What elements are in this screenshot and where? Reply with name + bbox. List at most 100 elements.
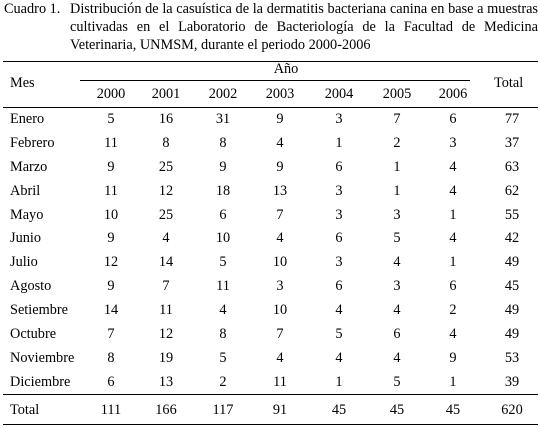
row-total: 42 [504, 230, 520, 247]
table-cell: 12 [103, 254, 119, 271]
grand-total: 620 [501, 402, 523, 418]
table-cell: 2 [393, 134, 401, 151]
table-row: Setiembre 14 11 4 10 4 4 2 49 [0, 302, 540, 326]
table-cell: 1 [449, 373, 457, 390]
year-header: 2000 [96, 86, 126, 102]
table-cell: 9 [107, 278, 115, 295]
table-cell: 9 [107, 230, 115, 247]
year-header: 2005 [382, 86, 412, 102]
row-total: 37 [504, 134, 520, 151]
table-cell: 3 [393, 206, 401, 223]
row-month: Setiembre [10, 302, 68, 319]
table-cell: 7 [276, 206, 284, 223]
table-cell: 3 [335, 254, 343, 271]
table-cell: 1 [335, 134, 343, 151]
table-cell: 14 [158, 254, 174, 271]
table-cell: 1 [335, 373, 343, 390]
row-total: 49 [504, 326, 520, 343]
table-cell: 3 [276, 278, 284, 295]
caption-text: Distribución de la casuística de la derm… [70, 1, 538, 53]
table-cell: 4 [335, 349, 343, 366]
table-cell: 4 [276, 230, 284, 247]
year-header: 2002 [208, 86, 238, 102]
table-cell: 3 [335, 206, 343, 223]
table-cell: 4 [449, 230, 457, 247]
table-cell: 2 [449, 302, 457, 319]
table-cell: 6 [335, 158, 343, 175]
table-cell: 1 [393, 158, 401, 175]
table-cell: 4 [393, 302, 401, 319]
header-total: Total [494, 75, 524, 91]
table-cell: 6 [449, 278, 457, 295]
table-row: Julio 12 14 5 10 3 4 1 49 [0, 254, 540, 278]
table-cell: 6 [335, 278, 343, 295]
table-cell: 5 [393, 230, 401, 247]
table-cell: 1 [449, 206, 457, 223]
table-row: Junio 9 4 10 4 6 5 4 42 [0, 230, 540, 254]
table-row: Octubre 7 12 8 7 5 6 4 49 [0, 326, 540, 350]
table-cell: 11 [104, 134, 118, 151]
header-anio: Año [273, 61, 299, 77]
table-cell: 8 [107, 349, 115, 366]
table-caption: Cuadro 1. Distribución de la casuística … [4, 0, 538, 54]
row-month: Enero [10, 111, 45, 127]
table-cell: 7 [393, 111, 401, 127]
table-row: Enero 5 16 31 9 3 7 6 77 [0, 111, 540, 135]
row-total: 53 [504, 349, 520, 366]
table-cell: 4 [219, 302, 227, 319]
total-cell: 45 [389, 402, 405, 418]
table-cell: 14 [103, 302, 119, 319]
row-month: Junio [10, 230, 41, 247]
row-total: 55 [504, 206, 520, 223]
row-month: Julio [10, 254, 38, 271]
row-total: 49 [504, 254, 520, 271]
table-cell: 9 [219, 158, 227, 175]
total-cell: 91 [272, 402, 288, 418]
table-cell: 5 [219, 254, 227, 271]
table-row: Diciembre 6 13 2 11 1 5 1 39 [0, 374, 540, 398]
table-cell: 6 [335, 230, 343, 247]
table-cell: 25 [158, 158, 174, 175]
table-cell: 11 [104, 182, 118, 199]
row-total: 39 [504, 373, 520, 390]
header-mes: Mes [10, 75, 35, 91]
row-month: Noviembre [10, 349, 75, 366]
table-cell: 3 [335, 182, 343, 199]
table-cell: 6 [219, 206, 227, 223]
bottom-rule [3, 424, 538, 425]
table-cell: 11 [273, 373, 287, 390]
table-body: Enero 5 16 31 9 3 7 6 77 Febrero 11 8 8 4 1 2 3 37 Marzo 9 2… [0, 111, 540, 398]
table-cell: 4 [449, 158, 457, 175]
table-cell: 6 [393, 326, 401, 343]
table-cell: 4 [335, 302, 343, 319]
row-total: 62 [504, 182, 520, 199]
total-cell: 166 [155, 402, 177, 418]
table-cell: 16 [158, 111, 174, 127]
table-cell: 18 [215, 182, 231, 199]
table-cell: 10 [272, 254, 288, 271]
table-cell: 4 [449, 326, 457, 343]
table-cell: 11 [216, 278, 230, 295]
row-total: 63 [504, 158, 520, 175]
row-month: Febrero [10, 134, 55, 151]
table-cell: 1 [393, 182, 401, 199]
table-cell: 9 [449, 349, 457, 366]
table-cell: 31 [215, 111, 231, 127]
table-cell: 6 [449, 111, 457, 127]
row-month: Octubre [10, 326, 57, 343]
table-cell: 1 [449, 254, 457, 271]
total-cell: 111 [100, 402, 122, 418]
table-cell: 3 [449, 134, 457, 151]
row-month: Mayo [10, 206, 44, 223]
table-cell: 7 [276, 326, 284, 343]
row-month: Diciembre [10, 373, 71, 390]
table-cell: 5 [393, 373, 401, 390]
table-cell: 4 [276, 134, 284, 151]
total-cell: 45 [445, 402, 461, 418]
year-headers: 2000 2001 2002 2003 2004 2005 2006 [0, 86, 540, 104]
table-cell: 4 [449, 182, 457, 199]
table-cell: 4 [276, 349, 284, 366]
table-cell: 7 [162, 278, 170, 295]
table-cell: 4 [162, 230, 170, 247]
total-cell: 117 [212, 402, 234, 418]
